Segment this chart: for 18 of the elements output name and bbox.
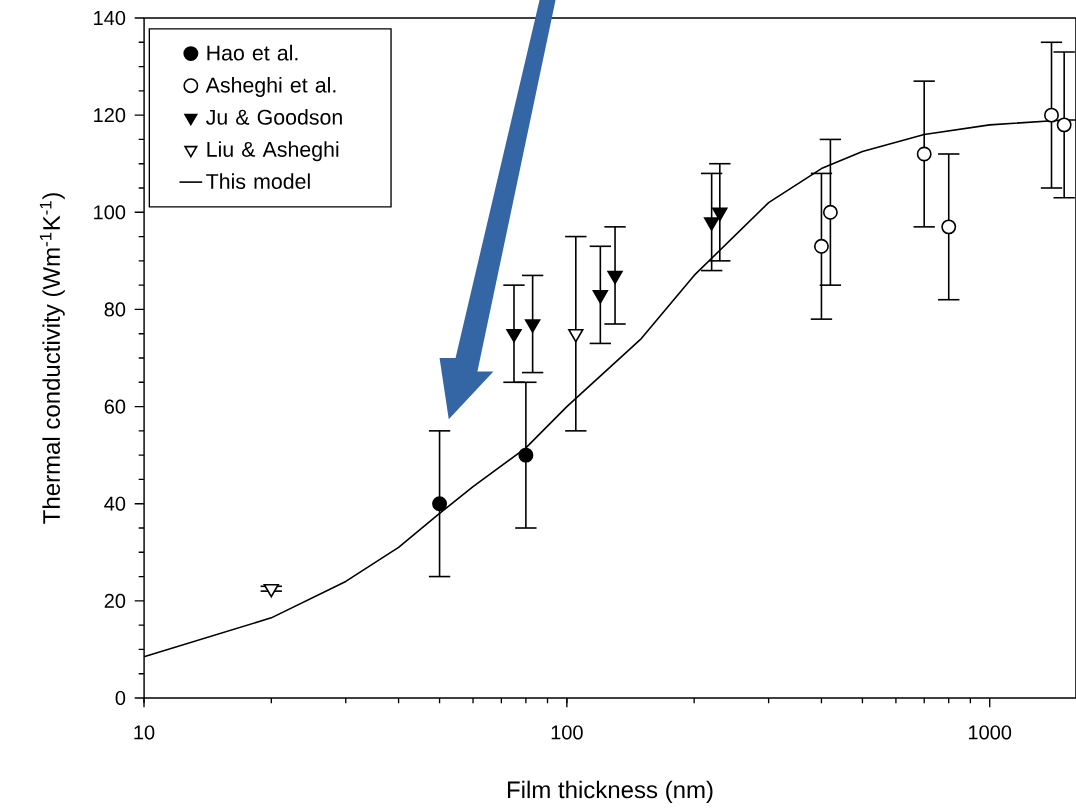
y-tick-label: 20 xyxy=(104,593,126,608)
y-tick-label: 80 xyxy=(104,302,126,317)
x-tick-label: 1000 xyxy=(969,725,1012,740)
y-tick-label: 100 xyxy=(94,205,126,220)
y-tick-label: 140 xyxy=(94,10,126,26)
legend-label: This model xyxy=(206,173,310,190)
y-tick-label: 40 xyxy=(104,496,126,511)
x-tick-label: 10 xyxy=(134,725,155,740)
y-axis-title: Thermal conductivity (Wm$^{-1}$K$^{-1}$) xyxy=(39,193,65,524)
legend-label: Liu & Asheghi xyxy=(207,141,339,162)
legend-label: Asheghi et al. xyxy=(205,76,336,97)
y-tick-label: 0 xyxy=(115,690,126,706)
x-axis-title: Film thickness (nm) xyxy=(507,780,713,804)
legend-label: Hao et al. xyxy=(207,44,298,61)
y-tick-label: 120 xyxy=(94,108,126,123)
x-tick-label: 100 xyxy=(551,725,583,740)
legend-label: Ju & Goodson xyxy=(206,109,342,125)
y-tick-label: 60 xyxy=(104,399,126,414)
